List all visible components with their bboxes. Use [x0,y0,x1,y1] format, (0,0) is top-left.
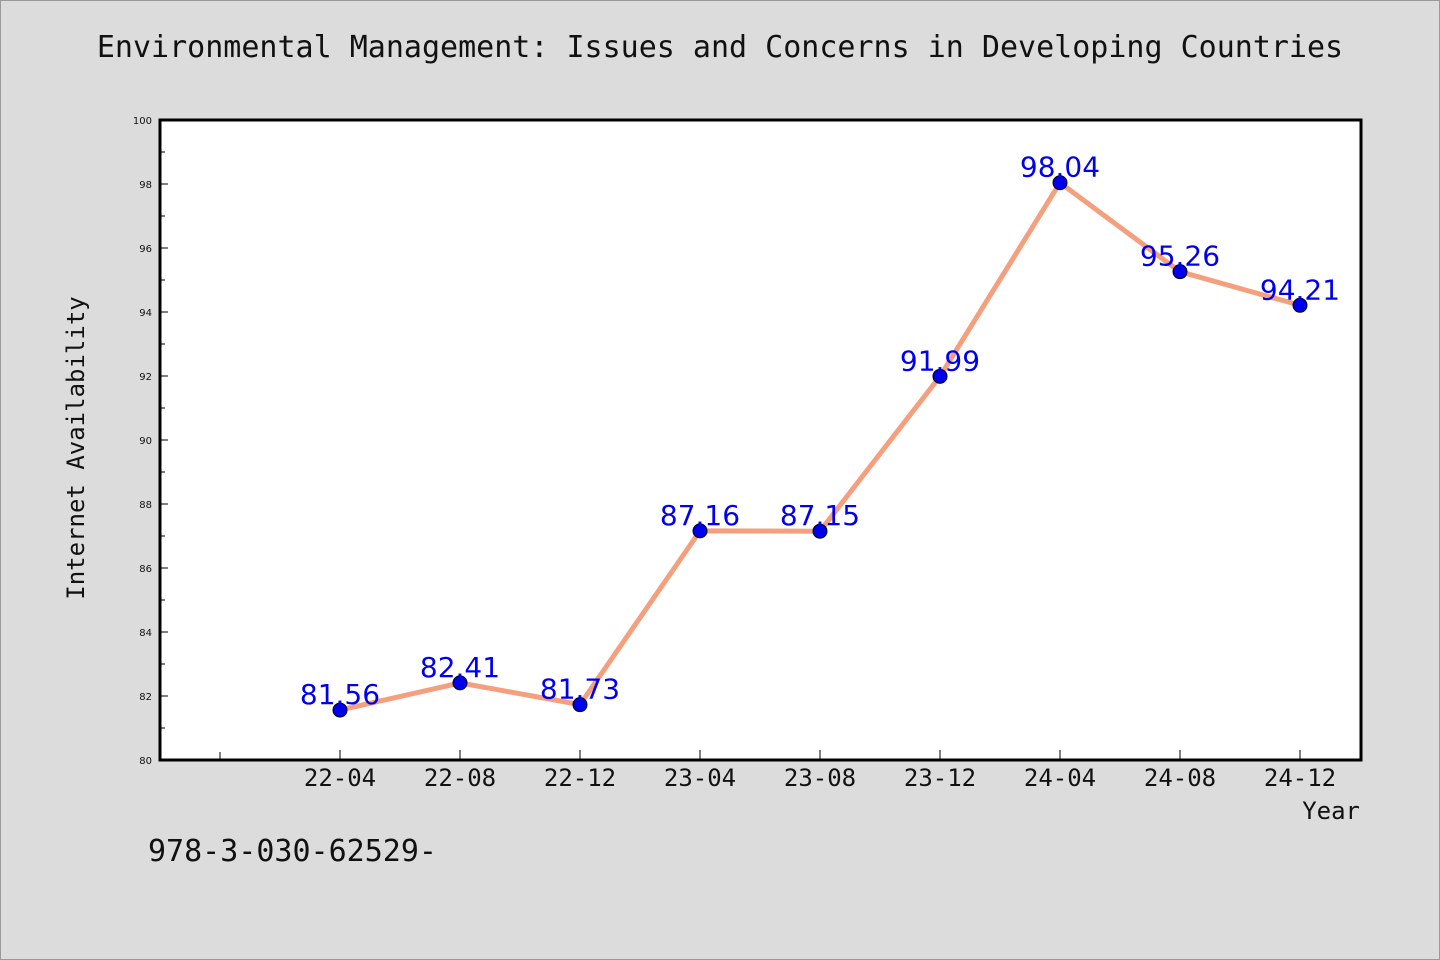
y-tick-label-86: 86 [139,564,152,575]
x-tick-label-24-12: 24-12 [1264,764,1336,792]
x-tick-label-23-08: 23-08 [784,764,856,792]
y-tick-label-98: 98 [139,180,152,191]
data-label-23-04: 87.16 [660,499,740,532]
data-label-24-08: 95.26 [1140,240,1220,273]
y-tick-label-80: 80 [139,756,152,767]
y-tick-label-84: 84 [139,628,152,639]
y-axis: 80 82 84 86 88 90 92 94 96 98 100 [133,116,168,767]
data-point-22-08 [452,675,468,691]
data-label-22-08: 82.41 [420,651,500,684]
y-tick-label-90: 90 [139,436,152,447]
data-point-22-12 [572,697,588,713]
series-markers [332,175,1308,718]
y-tick-label-100: 100 [133,116,152,127]
y-tick-label-96: 96 [139,244,152,255]
x-axis-label: Year [1302,797,1360,825]
x-tick-label-24-04: 24-04 [1024,764,1096,792]
data-point-24-04 [1052,175,1068,191]
data-point-23-08 [812,523,828,539]
y-tick-label-92: 92 [139,372,152,383]
data-label-24-04: 98.04 [1020,151,1100,184]
x-tick-label-22-12: 22-12 [544,764,616,792]
chart-title: Environmental Management: Issues and Con… [96,30,1344,65]
x-tick-label-24-08: 24-08 [1144,764,1216,792]
plot-area [158,118,1363,762]
data-point-23-04 [692,523,708,539]
y-axis-label: Internet Availability [62,296,90,599]
footer-text: 978-3-030-62529- [148,834,437,869]
data-labels: 81.56 82.41 81.73 87.16 87.15 91.99 98.04 95.26… [300,151,1340,711]
x-axis: 22-04 22-08 22-12 23-04 23-08 23-12 24-04 24-08… [219,750,1336,792]
x-tick-label-22-08: 22-08 [424,764,496,792]
y-tick-label-82: 82 [139,692,152,703]
data-label-22-04: 81.56 [300,678,380,711]
x-tick-label-22-04: 22-04 [304,764,376,792]
y-tick-label-88: 88 [139,500,152,511]
data-point-24-08 [1172,264,1188,280]
data-label-24-12: 94.21 [1260,273,1340,306]
x-tick-label-23-12: 23-12 [904,764,976,792]
y-tick-label-94: 94 [139,308,152,319]
x-tick-label-23-04: 23-04 [664,764,736,792]
data-point-23-12 [932,368,948,384]
data-label-22-12: 81.73 [540,673,620,706]
data-label-23-08: 87.15 [780,499,860,532]
data-label-23-12: 91.99 [900,344,980,377]
data-point-24-12 [1292,297,1308,313]
data-point-22-04 [332,702,348,718]
